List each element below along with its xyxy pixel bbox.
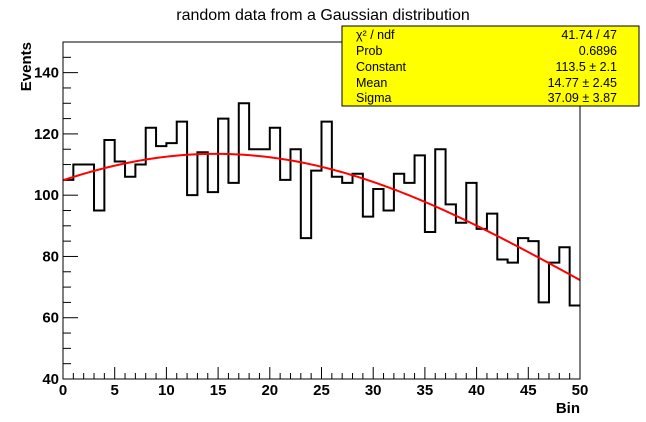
histogram-bin <box>559 247 569 249</box>
histogram-bin <box>177 122 187 124</box>
histogram-bin <box>373 189 383 191</box>
histogram-bin <box>259 149 269 151</box>
fit-line <box>62 152 581 281</box>
histogram-bin <box>363 217 373 219</box>
x-tick-label: 10 <box>158 382 175 399</box>
stats-row-value: 14.77 ± 2.45 <box>548 76 617 90</box>
histogram-bin <box>487 214 497 216</box>
x-tick-label: 30 <box>365 382 382 399</box>
histogram-bin <box>208 192 218 194</box>
stats-row-label: Mean <box>356 76 387 90</box>
y-tick-label: 120 <box>34 126 59 143</box>
y-tick-label: 60 <box>42 310 59 327</box>
y-axis-tick-labels: 40 60 80 100 120 140 <box>34 65 59 388</box>
stats-row-label: χ² / ndf <box>356 28 395 42</box>
histogram-bin <box>394 174 404 176</box>
stats-row-value: 41.74 / 47 <box>561 28 617 42</box>
histogram-bin <box>425 232 435 234</box>
histogram-bin <box>466 183 476 185</box>
x-axis-tick-labels: 0 5 10 15 20 25 30 35 40 45 50 <box>59 382 589 399</box>
histogram-bin <box>290 149 300 151</box>
histogram-bin <box>166 143 176 145</box>
x-tick-label: 25 <box>313 382 330 399</box>
x-axis-label: Bin <box>556 400 580 417</box>
x-tick-label: 20 <box>261 382 278 399</box>
gaussian-fit-curve <box>62 152 581 281</box>
histogram-series <box>63 102 580 307</box>
histogram-bin <box>270 128 280 130</box>
histogram-bin <box>332 177 342 179</box>
histogram-bin <box>528 241 538 243</box>
histogram-bin <box>301 238 311 240</box>
histogram-bin <box>342 183 352 185</box>
histogram-bin <box>73 165 83 167</box>
histogram-bin <box>415 155 425 157</box>
plot-frame <box>62 41 581 380</box>
axes-ticks <box>62 41 581 380</box>
y-tick-label: 100 <box>34 187 59 204</box>
histogram-bin <box>497 260 507 262</box>
x-tick-label: 40 <box>468 382 485 399</box>
histogram-bin <box>311 171 321 173</box>
fit-statistics-box: χ² / ndf 41.74 / 47 Prob 0.6896 Constant… <box>341 25 640 107</box>
histogram-bin <box>539 302 549 304</box>
stats-row-label: Prob <box>356 44 382 58</box>
histogram-bin <box>94 211 104 213</box>
histogram-bin <box>187 195 197 197</box>
y-axis-label: Events <box>18 42 35 91</box>
histogram-bin <box>156 146 166 148</box>
x-tick-label: 0 <box>59 382 67 399</box>
stats-row-label: Sigma <box>356 91 391 105</box>
histogram-bin <box>135 165 145 167</box>
histogram-bin <box>125 177 135 179</box>
x-tick-label: 5 <box>111 382 119 399</box>
stats-row-value: 113.5 ± 2.1 <box>555 60 617 74</box>
y-tick-label: 140 <box>34 65 59 82</box>
histogram-bin <box>508 263 518 265</box>
stats-box-background <box>341 25 640 107</box>
histogram-bin <box>228 183 238 185</box>
histogram-bin <box>249 149 259 151</box>
histogram-bin <box>239 103 249 105</box>
y-tick-label: 40 <box>42 371 59 388</box>
histogram-outline <box>63 102 580 307</box>
histogram-bin <box>384 211 394 213</box>
histogram-bin <box>322 122 332 124</box>
x-tick-label: 45 <box>520 382 537 399</box>
histogram-bin <box>280 180 290 182</box>
histogram-bin <box>104 140 114 142</box>
histogram-bin <box>146 128 156 130</box>
stats-row-value: 0.6896 <box>579 44 617 58</box>
histogram-bin <box>456 223 466 225</box>
histogram-bin <box>435 149 445 151</box>
histogram-bin <box>84 165 94 167</box>
x-tick-label: 50 <box>572 382 589 399</box>
stats-row-label: Constant <box>356 60 407 74</box>
x-tick-label: 15 <box>210 382 227 399</box>
histogram-bin <box>570 305 580 307</box>
y-tick-label: 80 <box>42 248 59 265</box>
histogram-bin <box>404 183 414 185</box>
histogram-bin <box>518 238 528 240</box>
x-tick-label: 35 <box>417 382 434 399</box>
histogram-bin <box>446 204 456 206</box>
histogram-bin <box>218 119 228 121</box>
chart-title: random data from a Gaussian distribution <box>176 7 469 24</box>
stats-row-value: 37.09 ± 3.87 <box>548 91 617 105</box>
